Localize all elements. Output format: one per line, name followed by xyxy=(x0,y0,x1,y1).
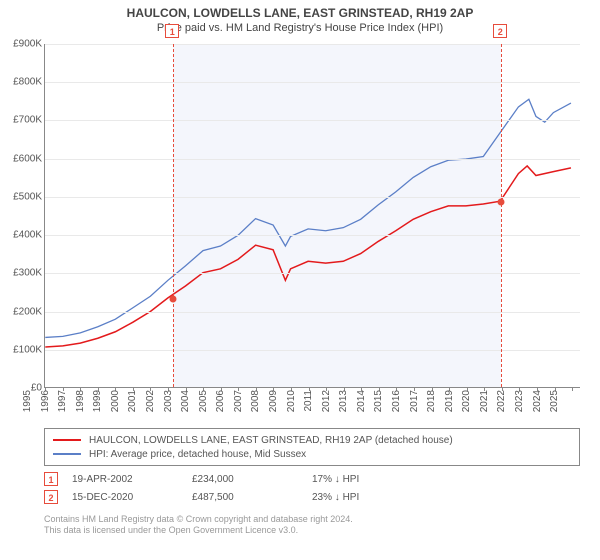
x-tick-label: 2013 xyxy=(338,390,349,420)
footer-attribution: Contains HM Land Registry data © Crown c… xyxy=(44,514,580,537)
marker-box: 1 xyxy=(165,24,179,38)
footer-line-2: This data is licensed under the Open Gov… xyxy=(44,525,580,536)
legend-swatch-property xyxy=(53,439,81,441)
x-tick-label: 2007 xyxy=(233,390,244,420)
gridline-h xyxy=(45,120,580,121)
sale-marker-2: 2 xyxy=(44,490,58,504)
gridline-h xyxy=(45,82,580,83)
x-tick-label: 2021 xyxy=(479,390,490,420)
x-tick-label: 2024 xyxy=(532,390,543,420)
y-tick-label: £300K xyxy=(2,268,42,279)
sales-row-1: 1 19-APR-2002 £234,000 17% ↓ HPI xyxy=(44,470,580,488)
y-tick-label: £900K xyxy=(2,39,42,50)
x-tick-label: 2014 xyxy=(356,390,367,420)
sale-diff-2: 23% ↓ HPI xyxy=(298,492,418,503)
x-tick-label: 2020 xyxy=(461,390,472,420)
sale-date-2: 15-DEC-2020 xyxy=(58,492,178,503)
y-tick-label: £100K xyxy=(2,344,42,355)
x-tick-label: 2017 xyxy=(409,390,420,420)
legend-item-hpi: HPI: Average price, detached house, Mid … xyxy=(53,447,571,461)
sales-row-2: 2 15-DEC-2020 £487,500 23% ↓ HPI xyxy=(44,488,580,506)
legend-label-hpi: HPI: Average price, detached house, Mid … xyxy=(89,449,306,460)
gridline-h xyxy=(45,273,580,274)
x-tick-label: 2001 xyxy=(127,390,138,420)
x-tick-label: 2010 xyxy=(286,390,297,420)
legend-item-property: HAULCON, LOWDELLS LANE, EAST GRINSTEAD, … xyxy=(53,433,571,447)
marker-line xyxy=(173,44,174,387)
x-tick xyxy=(572,387,573,391)
x-tick-label: 2006 xyxy=(215,390,226,420)
series-line-property xyxy=(45,166,571,347)
series-line-hpi xyxy=(45,99,571,337)
x-tick-label: 1996 xyxy=(40,390,51,420)
x-tick-label: 2003 xyxy=(163,390,174,420)
sales-table: 1 19-APR-2002 £234,000 17% ↓ HPI 2 15-DE… xyxy=(44,470,580,506)
sale-diff-1: 17% ↓ HPI xyxy=(298,474,418,485)
y-tick-label: £200K xyxy=(2,306,42,317)
gridline-h xyxy=(45,44,580,45)
x-tick-label: 2022 xyxy=(496,390,507,420)
chart-title: HAULCON, LOWDELLS LANE, EAST GRINSTEAD, … xyxy=(0,0,600,20)
x-tick-label: 2008 xyxy=(250,390,261,420)
marker-dot xyxy=(498,198,505,205)
x-tick-label: 1998 xyxy=(75,390,86,420)
sale-price-1: £234,000 xyxy=(178,474,298,485)
plot-area: 12 xyxy=(44,44,580,388)
x-tick-label: 2023 xyxy=(514,390,525,420)
marker-dot xyxy=(170,295,177,302)
gridline-h xyxy=(45,350,580,351)
y-tick-label: £600K xyxy=(2,153,42,164)
legend-label-property: HAULCON, LOWDELLS LANE, EAST GRINSTEAD, … xyxy=(89,435,453,446)
x-tick-label: 2011 xyxy=(303,390,314,420)
sale-price-2: £487,500 xyxy=(178,492,298,503)
x-tick-label: 2002 xyxy=(145,390,156,420)
legend: HAULCON, LOWDELLS LANE, EAST GRINSTEAD, … xyxy=(44,428,580,466)
chart-subtitle: Price paid vs. HM Land Registry's House … xyxy=(0,20,600,38)
x-tick-label: 2004 xyxy=(180,390,191,420)
gridline-h xyxy=(45,159,580,160)
x-tick-label: 2009 xyxy=(268,390,279,420)
footer-line-1: Contains HM Land Registry data © Crown c… xyxy=(44,514,580,525)
x-tick-label: 2019 xyxy=(444,390,455,420)
chart-container: HAULCON, LOWDELLS LANE, EAST GRINSTEAD, … xyxy=(0,0,600,560)
marker-box: 2 xyxy=(493,24,507,38)
x-tick-label: 1999 xyxy=(92,390,103,420)
x-tick-label: 2015 xyxy=(373,390,384,420)
y-tick-label: £500K xyxy=(2,191,42,202)
y-tick-label: £700K xyxy=(2,115,42,126)
x-tick-label: 2018 xyxy=(426,390,437,420)
legend-swatch-hpi xyxy=(53,453,81,455)
x-tick-label: 2016 xyxy=(391,390,402,420)
marker-line xyxy=(501,44,502,387)
x-tick-label: 2000 xyxy=(110,390,121,420)
x-tick-label: 2025 xyxy=(549,390,560,420)
x-tick-label: 1995 xyxy=(22,390,33,420)
gridline-h xyxy=(45,312,580,313)
x-tick-label: 2012 xyxy=(321,390,332,420)
sale-date-1: 19-APR-2002 xyxy=(58,474,178,485)
x-tick-label: 1997 xyxy=(57,390,68,420)
sale-marker-1: 1 xyxy=(44,472,58,486)
y-tick-label: £400K xyxy=(2,230,42,241)
gridline-h xyxy=(45,235,580,236)
line-series-svg xyxy=(45,44,580,387)
y-tick-label: £800K xyxy=(2,77,42,88)
x-tick-label: 2005 xyxy=(198,390,209,420)
